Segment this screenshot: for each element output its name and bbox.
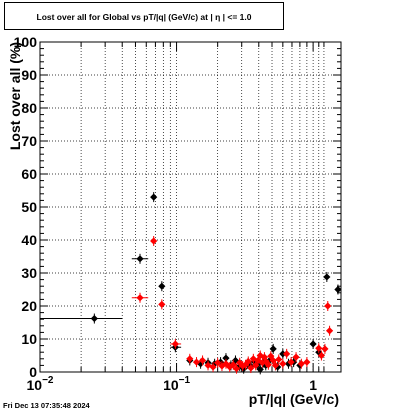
data-point-marker (309, 340, 317, 348)
grid (40, 41, 341, 372)
chart-title: Lost over all for Global vs pT/|q| (GeV/… (36, 12, 252, 22)
data-point-marker (292, 353, 300, 361)
y-tick-label: 70 (21, 133, 37, 149)
y-tick-label: 20 (21, 298, 37, 314)
data-point-marker (249, 355, 257, 363)
data-point-marker (198, 356, 207, 365)
data-point-marker (323, 273, 331, 281)
footer-timestamp: Fri Dec 13 07:35:48 2024 (3, 401, 90, 410)
x-axis-label: pT/|q| (GeV/c) (249, 391, 339, 407)
data-point-marker (317, 351, 326, 360)
data-point-marker (229, 361, 237, 369)
y-tick-label: 50 (21, 199, 37, 215)
data-point-marker (240, 365, 248, 373)
data-point-marker (136, 255, 144, 263)
tick-labels: 0 10 20 30 40 50 60 70 80 90 100 10−2 10−1 1 (14, 34, 318, 393)
data-point-marker (262, 358, 271, 366)
data-point-marker (271, 361, 280, 369)
data-point-marker (158, 300, 166, 308)
data-point-marker (254, 356, 262, 365)
x-tick-label: 10−1 (163, 375, 190, 393)
data-point-marker (214, 359, 222, 367)
data-point-marker (90, 314, 98, 323)
y-tick-label: 10 (21, 331, 37, 347)
data-point-marker (158, 282, 166, 290)
data-point-marker (244, 357, 252, 366)
data-point-marker (252, 361, 260, 369)
y-tick-label: 90 (21, 67, 37, 83)
y-tick-label: 0 (29, 364, 37, 380)
data-point-marker (171, 340, 179, 348)
data-point-marker (256, 365, 264, 373)
data-point-marker (315, 344, 323, 352)
data-point-marker (279, 350, 287, 358)
data-point-marker (274, 363, 282, 371)
data-point-marker (232, 365, 241, 373)
data-point-marker (192, 358, 201, 366)
data-point-marker (136, 294, 144, 302)
x-tick-label: 10−2 (27, 375, 54, 393)
data-point-marker (334, 285, 342, 294)
data-point-marker (279, 360, 287, 368)
y-tick-label: 60 (21, 166, 37, 182)
data-point-marker (247, 364, 255, 372)
data-point-marker (209, 363, 217, 371)
data-point-marker (297, 360, 305, 368)
chart-title-box: Lost over all for Global vs pT/|q| (GeV/… (4, 2, 284, 30)
data-point-marker (287, 358, 295, 366)
data-point-marker (150, 237, 158, 245)
y-tick-label: 80 (21, 100, 37, 116)
data-point-marker (204, 361, 212, 369)
axis-ticks (39, 41, 341, 373)
data-point-marker (325, 327, 334, 335)
y-tick-label: 40 (21, 232, 37, 248)
data-point-marker (283, 350, 291, 358)
data-point-marker (269, 345, 277, 353)
x-tick-label: 1 (309, 377, 317, 393)
y-axis-label: Lost over all (%) (7, 42, 23, 150)
data-points (40, 192, 342, 375)
data-point-marker (222, 354, 230, 362)
data-point-marker (150, 193, 158, 201)
data-point-marker (275, 355, 283, 364)
data-point-marker (321, 345, 329, 353)
data-point-marker (324, 302, 332, 310)
data-point-marker (267, 352, 275, 360)
data-point-marker (264, 361, 272, 369)
y-tick-label: 100 (14, 34, 38, 50)
data-point-marker (303, 358, 311, 366)
data-point-marker (186, 355, 194, 363)
y-tick-label: 30 (21, 265, 37, 281)
